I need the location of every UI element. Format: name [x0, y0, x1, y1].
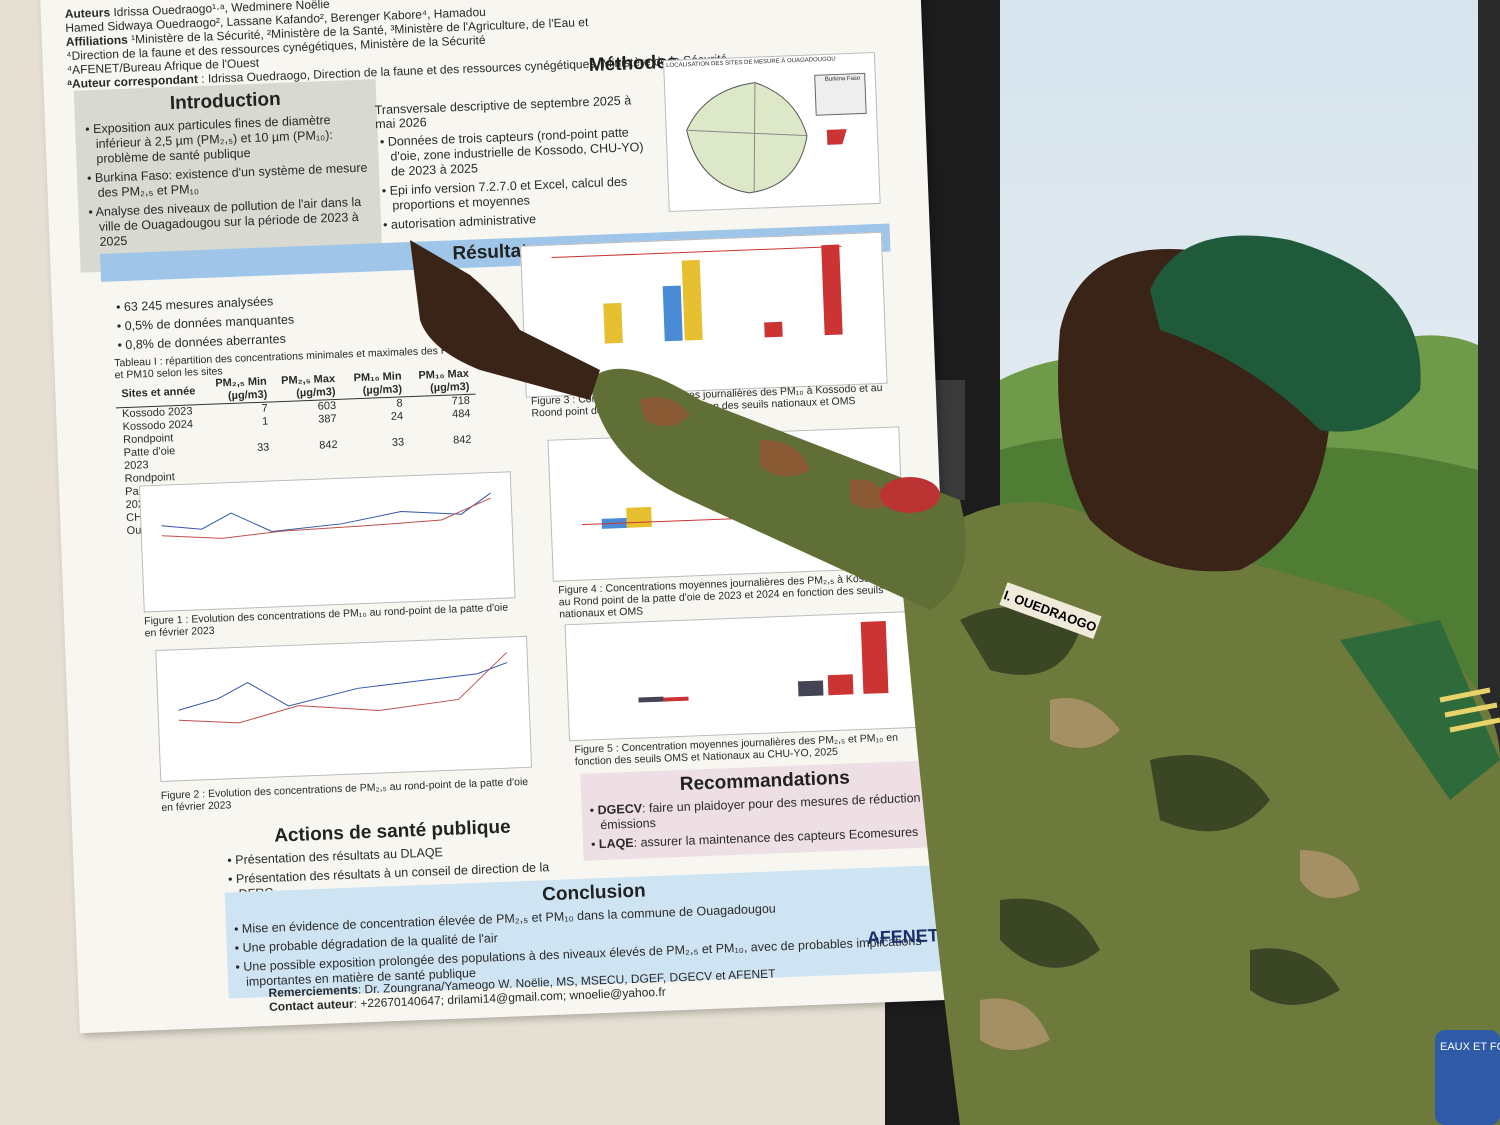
arm — [590, 368, 966, 610]
beret — [1150, 235, 1421, 432]
rank-stripes — [1439, 687, 1500, 733]
map-drawing — [686, 72, 867, 194]
bar-chart — [638, 620, 889, 703]
epaulette — [1340, 620, 1500, 800]
line-chart — [178, 652, 508, 724]
chart-figure-3 — [520, 231, 888, 398]
camo — [980, 698, 1360, 1050]
patch — [1435, 1030, 1500, 1125]
map: LOCALISATION DES SITES DE MESURE À OUAGA… — [662, 51, 881, 213]
chart-figure-5 — [564, 610, 921, 742]
hand — [410, 240, 600, 400]
tape — [999, 582, 1102, 639]
line-chart — [161, 492, 491, 539]
camo — [640, 397, 890, 509]
chart-figure-2 — [155, 635, 533, 782]
sleeve-badge — [880, 477, 940, 513]
patch-text: EAUX ET FO — [1440, 1041, 1500, 1053]
camo — [960, 607, 1340, 1005]
bar-chart — [551, 244, 843, 344]
chart-figure-1 — [138, 471, 516, 613]
